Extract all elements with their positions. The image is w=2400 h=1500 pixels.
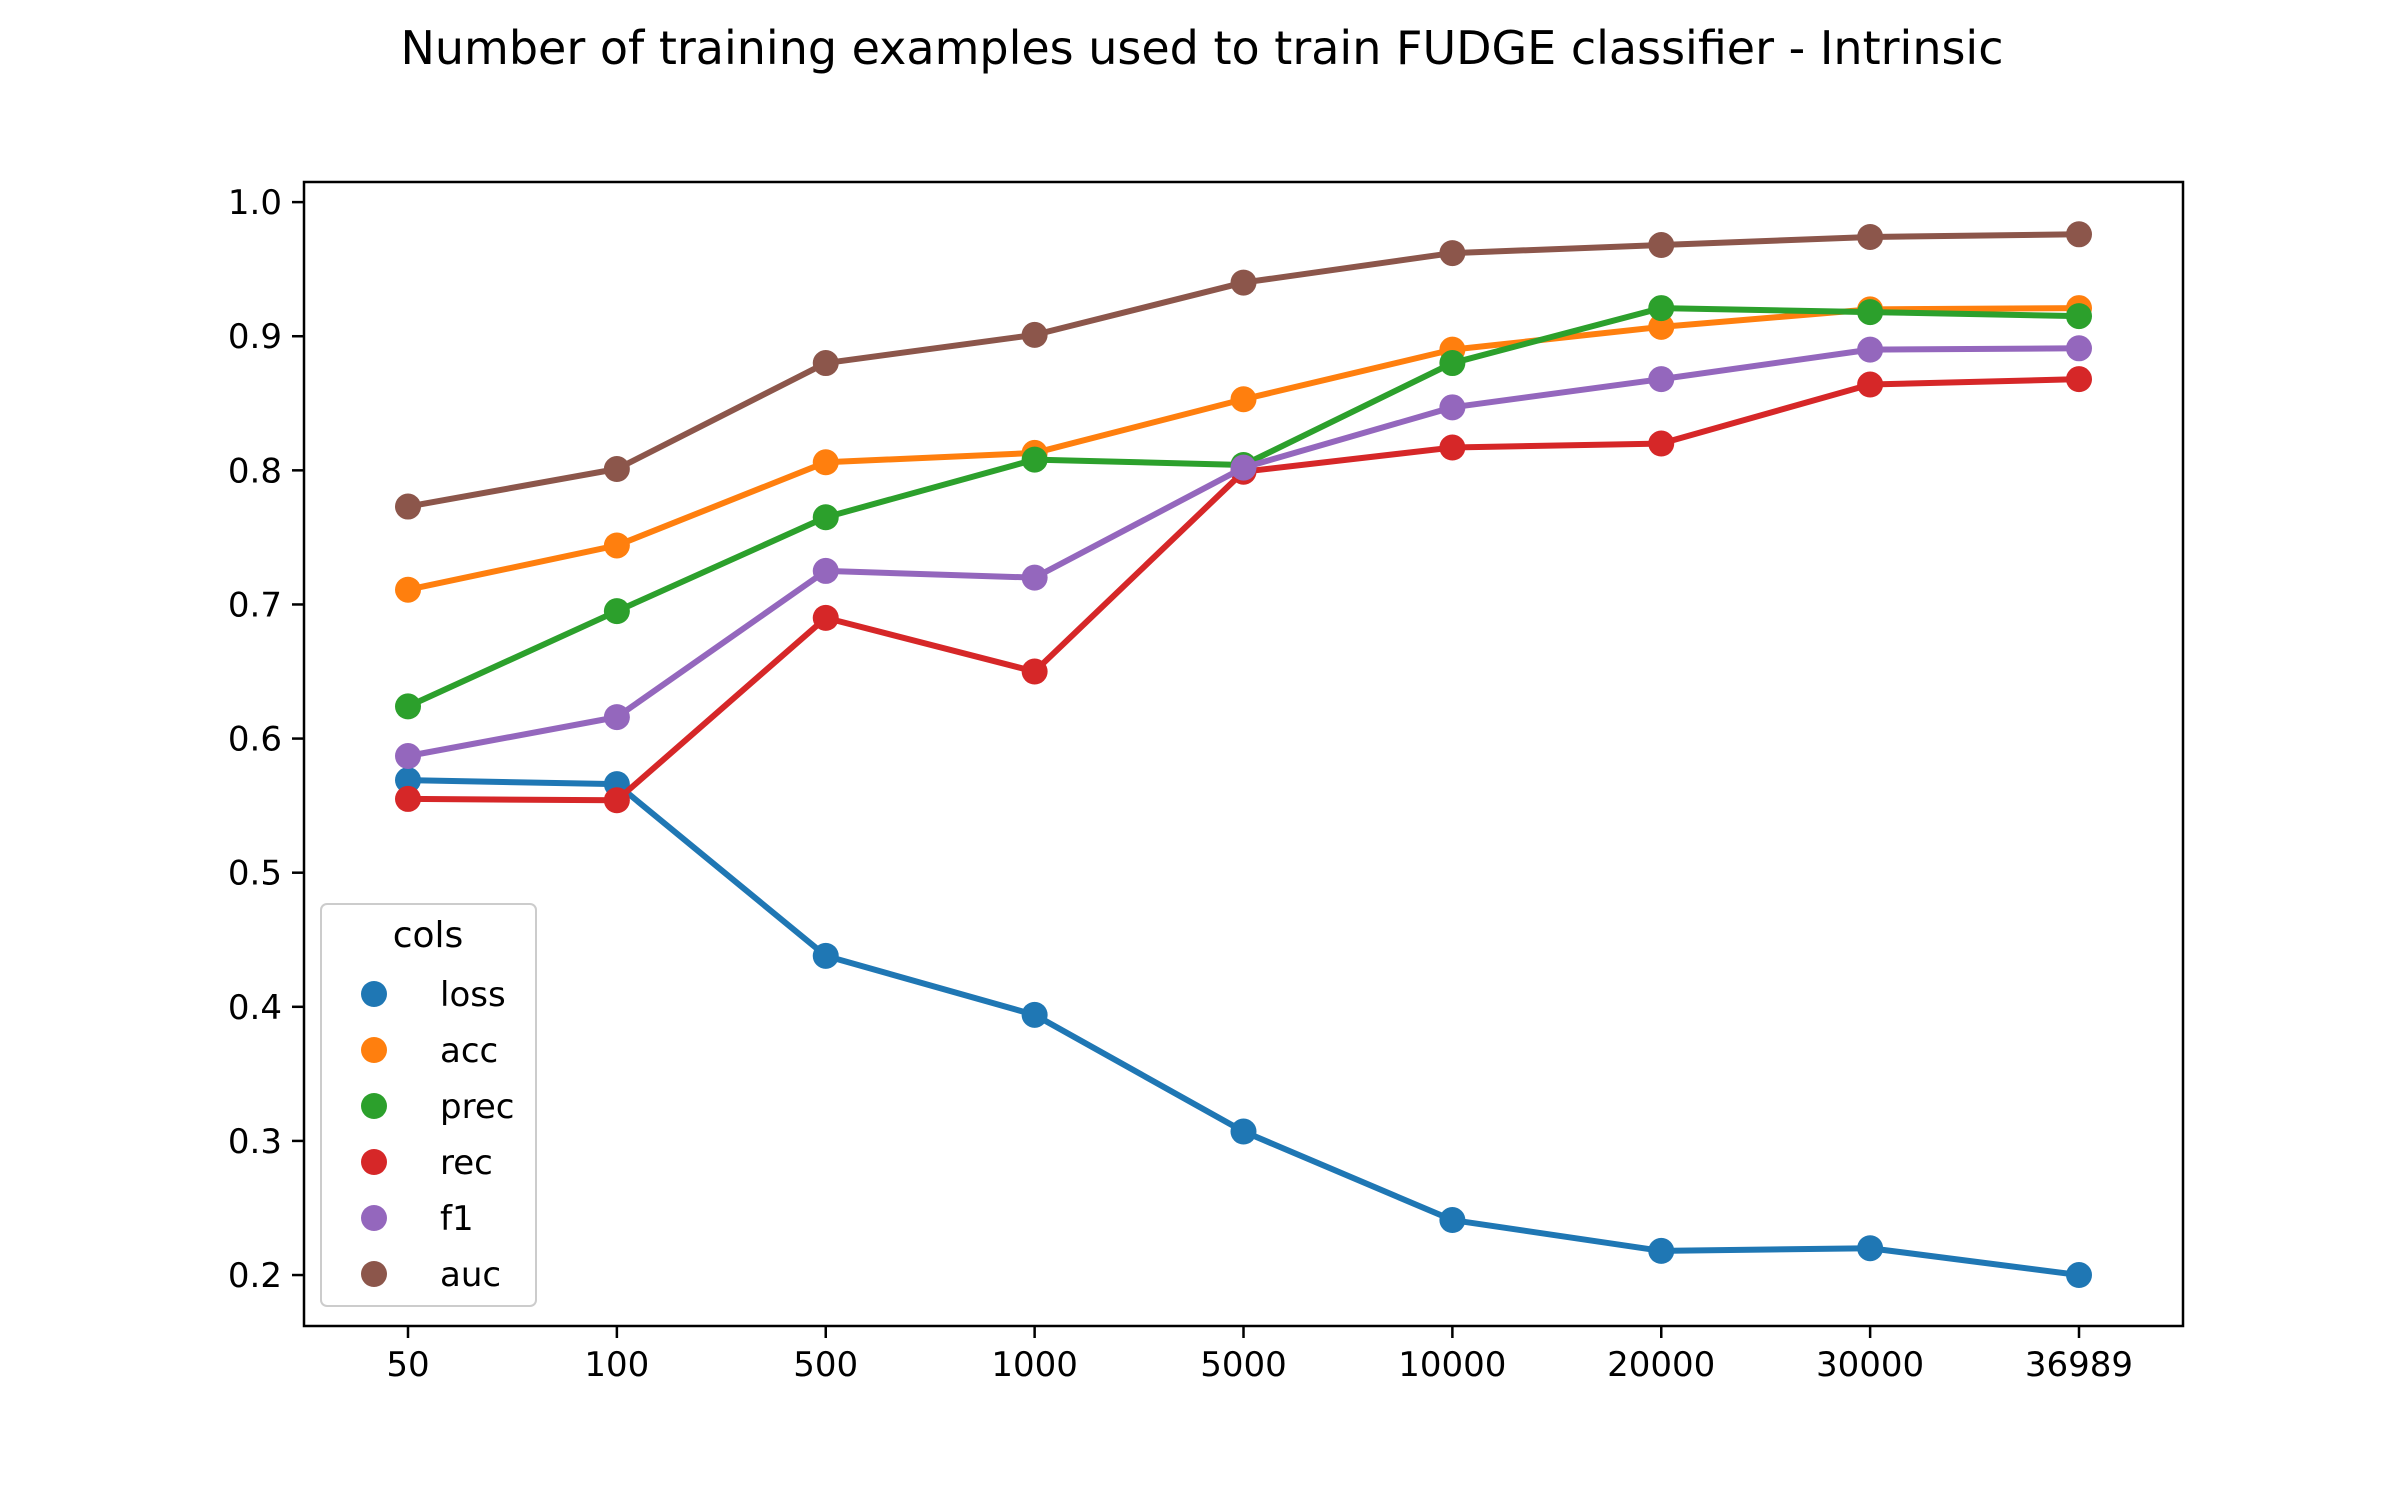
y-tick-label: 0.8: [228, 451, 282, 491]
axis-layer: 50 100 500 1000 5000 10000 20000 30000 36989 0.2 0…: [228, 183, 2133, 1385]
x-tick-label: 30000: [1816, 1345, 1924, 1385]
data-point-prec: [1857, 299, 1884, 326]
data-point-auc: [1230, 269, 1257, 296]
series-f1: [395, 335, 2092, 770]
data-point-prec: [603, 598, 630, 625]
data-point-acc: [812, 449, 839, 476]
y-tick-label: 0.4: [228, 988, 282, 1028]
data-point-loss: [812, 942, 839, 969]
x-tick-label: 10000: [1398, 1345, 1506, 1385]
data-point-acc: [603, 532, 630, 559]
data-point-auc: [603, 456, 630, 483]
data-point-prec: [812, 504, 839, 531]
legend-label-f1: f1: [440, 1199, 474, 1239]
y-tick-label: 0.6: [228, 720, 282, 760]
legend-label-acc: acc: [440, 1031, 498, 1071]
data-point-acc: [395, 576, 421, 603]
legend: cols loss acc prec rec f1 auc: [320, 903, 537, 1307]
data-point-rec: [395, 785, 421, 812]
legend-label-auc: auc: [440, 1255, 501, 1295]
legend-label-prec: prec: [440, 1087, 514, 1127]
legend-marker-acc: [361, 1037, 387, 1063]
data-point-f1: [603, 704, 630, 731]
legend-marker-auc: [361, 1261, 387, 1287]
x-tick-label: 5000: [1200, 1345, 1287, 1385]
y-tick-label: 0.7: [228, 585, 282, 625]
data-point-loss: [1648, 1237, 1675, 1264]
data-point-auc: [1857, 223, 1884, 250]
data-point-loss: [2066, 1262, 2092, 1289]
legend-label-loss: loss: [440, 975, 506, 1015]
y-tick-label: 0.5: [228, 854, 282, 894]
data-point-acc: [1230, 386, 1257, 413]
x-tick-label: 500: [793, 1345, 858, 1385]
data-point-f1: [1439, 394, 1466, 421]
series-auc: [395, 221, 2092, 520]
data-point-f1: [1021, 564, 1048, 591]
data-point-loss: [395, 767, 421, 794]
data-point-rec: [812, 604, 839, 631]
data-point-loss: [1439, 1207, 1466, 1234]
data-point-f1: [812, 557, 839, 584]
data-point-prec: [2066, 303, 2092, 330]
data-point-rec: [603, 787, 630, 814]
data-point-loss: [1857, 1235, 1884, 1262]
data-point-auc: [1648, 232, 1675, 259]
data-point-rec: [1439, 434, 1466, 461]
data-point-prec: [395, 693, 421, 720]
data-point-rec: [1648, 430, 1675, 457]
legend-title: cols: [393, 915, 464, 956]
data-point-auc: [1439, 240, 1466, 267]
data-point-prec: [1648, 295, 1675, 322]
chart-title: Number of training examples used to trai…: [400, 21, 2003, 75]
x-tick-label: 1000: [991, 1345, 1078, 1385]
data-point-rec: [1021, 658, 1048, 685]
data-point-auc: [1021, 321, 1048, 348]
x-tick-label: 36989: [2025, 1345, 2133, 1385]
data-point-f1: [2066, 335, 2092, 362]
data-point-prec: [1021, 446, 1048, 473]
legend-marker-loss: [361, 981, 387, 1007]
x-tick-label: 50: [386, 1345, 429, 1385]
y-tick-label: 0.2: [228, 1256, 282, 1296]
series-layer: [395, 221, 2092, 1289]
data-point-auc: [812, 350, 839, 377]
data-point-loss: [1230, 1118, 1257, 1145]
data-point-acc: [1648, 313, 1675, 340]
legend-label-rec: rec: [440, 1143, 493, 1183]
series-loss: [395, 767, 2092, 1289]
x-tick-label: 100: [584, 1345, 649, 1385]
data-point-auc: [395, 493, 421, 520]
x-tick-label: 20000: [1607, 1345, 1715, 1385]
legend-marker-f1: [361, 1205, 387, 1231]
data-point-rec: [2066, 366, 2092, 393]
data-point-f1: [1230, 454, 1257, 481]
data-point-f1: [395, 743, 421, 770]
data-point-auc: [2066, 221, 2092, 248]
legend-marker-prec: [361, 1093, 387, 1119]
y-tick-label: 0.3: [228, 1122, 282, 1162]
data-point-f1: [1857, 336, 1884, 363]
y-tick-label: 1.0: [228, 183, 282, 223]
data-point-f1: [1648, 366, 1675, 393]
data-point-loss: [1021, 1001, 1048, 1028]
y-tick-label: 0.9: [228, 317, 282, 357]
legend-marker-rec: [361, 1149, 387, 1175]
data-point-rec: [1857, 371, 1884, 398]
data-point-prec: [1439, 350, 1466, 377]
